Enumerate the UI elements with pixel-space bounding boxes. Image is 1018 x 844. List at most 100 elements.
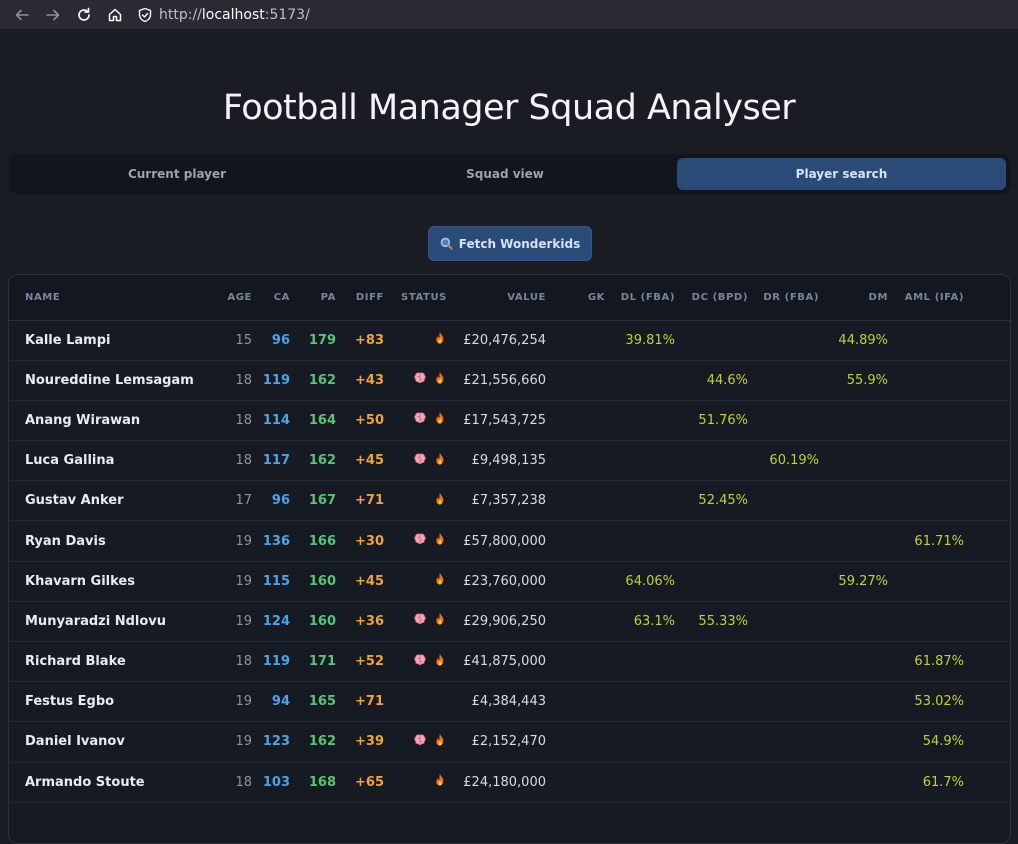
tab-squad-view[interactable]: Squad view <box>466 167 544 181</box>
table-row[interactable]: Ryan Davis 19 136 166 +30 £57,800,000 61.71% <box>9 521 1010 562</box>
table-row[interactable]: Anang Wirawan 18 114 164 +50 £17,543,725 51.76… <box>9 400 1010 441</box>
table-row[interactable]: Gustav Anker 17 96 167 +71 £7,357,238 52.45% <box>9 481 1010 521</box>
rating-dm <box>819 722 888 762</box>
url-scheme: http:// <box>159 6 202 23</box>
reload-icon <box>78 7 90 21</box>
player-value: £24,180,000 <box>463 774 546 790</box>
player-status <box>384 320 447 360</box>
table-row[interactable]: Richard Blake 18 119 171 +52 £41,875,000 61.87… <box>9 642 1010 682</box>
player-ca: 119 <box>262 372 290 388</box>
table-row[interactable]: Khavarn Gilkes 19 115 160 +45 £23,760,000 64.0… <box>9 561 1010 602</box>
rating-gk <box>546 642 605 682</box>
player-pa: 162 <box>308 734 336 750</box>
player-status <box>384 762 447 802</box>
rating-aml: 61.87% <box>914 654 964 670</box>
table-row[interactable]: Munyaradzi Ndlovu 19 124 160 +36 £29,906,250 6… <box>9 601 1010 642</box>
rating-gk <box>546 360 605 400</box>
rating-dl: 64.06% <box>625 573 675 589</box>
rating-dr: 60.19% <box>769 453 819 469</box>
table-row[interactable]: Festus Egbo 19 94 165 +71 £4,384,443 53.02% <box>9 682 1010 722</box>
rating-dm <box>819 481 888 521</box>
table-row[interactable]: Armando Stoute 18 103 168 +65 £24,180,000 61.7… <box>9 762 1010 803</box>
rating-dl <box>605 441 675 481</box>
home-button[interactable] <box>105 5 125 25</box>
rating-dc <box>675 521 748 561</box>
table-row[interactable]: Luca Gallina 18 117 162 +45 £9,498,135 60.19% <box>9 441 1010 481</box>
table-row[interactable]: Noureddine Lemsagam 18 119 162 +43 £21,556,66… <box>9 360 1010 401</box>
overflow-cell <box>964 561 1010 601</box>
col-header-ca[interactable]: CA <box>252 275 290 321</box>
player-ca: 103 <box>262 774 290 790</box>
fire-icon <box>433 331 447 345</box>
rating-gk <box>546 762 605 802</box>
player-pa: 168 <box>308 774 336 790</box>
forward-button[interactable] <box>43 5 63 25</box>
player-name: Kalle Lampi <box>25 332 111 348</box>
col-header-name[interactable]: NAME <box>9 275 214 321</box>
player-pa: 171 <box>308 654 336 670</box>
page-title: Football Manager Squad Analyser <box>222 88 796 128</box>
col-header-dm[interactable]: DM <box>819 275 888 321</box>
brain-icon <box>413 733 427 747</box>
player-age: 18 <box>235 412 252 428</box>
rating-dr <box>748 561 819 601</box>
player-value: £29,906,250 <box>463 613 546 629</box>
brain-icon <box>413 532 427 546</box>
overflow-cell <box>964 320 1010 360</box>
player-age: 18 <box>235 453 252 469</box>
player-age: 18 <box>235 372 252 388</box>
table-row[interactable]: Kalle Lampi 15 96 179 +83 £20,476,254 39.81% 44… <box>9 320 1010 361</box>
col-header-diff[interactable]: DIFF <box>336 275 384 321</box>
rating-dm: 44.89% <box>838 332 888 348</box>
player-status <box>384 601 447 641</box>
rating-dc: 55.33% <box>698 613 748 629</box>
back-button[interactable] <box>12 5 32 25</box>
status-icons <box>433 492 447 506</box>
player-pa: 166 <box>308 533 336 549</box>
col-header-value[interactable]: VALUE <box>447 275 546 321</box>
col-header-pa[interactable]: PA <box>290 275 336 321</box>
players-table: NAME AGE CA PA DIFF STATUS VALUE GK DL (… <box>9 275 1010 803</box>
col-header-age[interactable]: AGE <box>214 275 252 321</box>
col-header-dr[interactable]: DR (FBA) <box>748 275 819 321</box>
reload-button[interactable] <box>74 5 94 25</box>
col-header-status[interactable]: STATUS <box>384 275 447 321</box>
player-value: £21,556,660 <box>463 372 546 388</box>
player-ca: 96 <box>271 493 290 509</box>
rating-dc <box>675 682 748 722</box>
col-header-aml[interactable]: AML (IFA) <box>888 275 964 321</box>
fire-icon <box>433 532 447 546</box>
overflow-cell <box>964 601 1010 641</box>
tab-player-search[interactable]: Player search <box>677 158 1006 190</box>
table-row[interactable]: Daniel Ivanov 19 123 162 +39 £2,152,470 54.9% <box>9 722 1010 763</box>
rating-gk <box>546 722 605 762</box>
player-pa: 167 <box>308 493 336 509</box>
col-header-dc[interactable]: DC (BPD) <box>675 275 748 321</box>
rating-dm: 55.9% <box>846 372 888 388</box>
rating-aml <box>888 320 964 360</box>
rating-aml <box>888 400 964 440</box>
rating-aml: 61.7% <box>922 774 964 790</box>
player-diff: +45 <box>355 573 384 589</box>
fetch-wonderkids-button[interactable]: Fetch Wonderkids <box>428 226 592 261</box>
url-bar[interactable]: http://localhost:5173/ <box>137 0 310 30</box>
rating-dl <box>605 481 675 521</box>
status-icons <box>413 411 447 425</box>
player-diff: +39 <box>355 734 384 750</box>
player-status <box>384 360 447 400</box>
col-header-dl[interactable]: DL (FBA) <box>605 275 675 321</box>
overflow-cell <box>964 642 1010 682</box>
rating-dl <box>605 521 675 561</box>
rating-dl <box>605 682 675 722</box>
col-header-gk[interactable]: GK <box>546 275 605 321</box>
tab-current-player[interactable]: Current player <box>127 167 227 181</box>
player-name: Richard Blake <box>25 654 126 670</box>
rating-dc: 51.76% <box>698 412 748 428</box>
arrow-left-icon <box>15 9 29 20</box>
player-age: 19 <box>235 734 252 750</box>
player-pa: 165 <box>308 694 336 710</box>
rating-dc: 52.45% <box>698 493 748 509</box>
player-name: Daniel Ivanov <box>25 734 125 750</box>
rating-dl: 63.1% <box>633 613 675 629</box>
status-icons <box>433 331 447 345</box>
